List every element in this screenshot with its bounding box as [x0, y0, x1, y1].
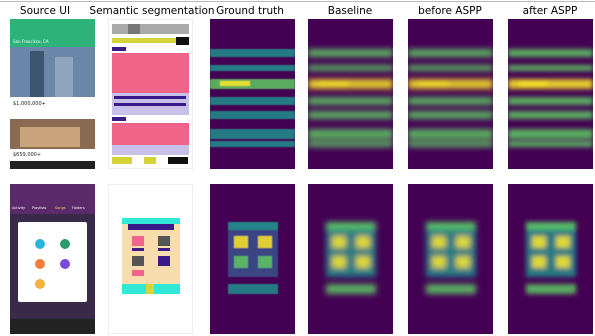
- segmentation: [108, 19, 193, 169]
- heatmap: [508, 19, 593, 169]
- column-header: Ground truth: [216, 5, 284, 17]
- price: $659,000+: [13, 152, 41, 158]
- source-ui: San Francisco, CA $1,000,000+ $659,000+: [10, 19, 95, 169]
- tab: Playlists: [32, 206, 46, 210]
- column-header: Semantic segmentation: [89, 5, 214, 17]
- segmentation: [108, 184, 193, 334]
- column-header: before ASPP: [418, 5, 482, 17]
- heatmap: [408, 184, 493, 334]
- heatmap: [308, 184, 393, 334]
- tab: Folders: [72, 206, 85, 210]
- rule: [0, 1, 595, 2]
- heatmap: [508, 184, 593, 334]
- heatmap: [210, 19, 295, 169]
- price: $1,000,000+: [13, 101, 46, 107]
- heatmap: [408, 19, 493, 169]
- tab: Activity: [12, 206, 25, 210]
- figure: Source UI Semantic segmentation Ground t…: [0, 0, 595, 336]
- column-header: Baseline: [328, 5, 373, 17]
- column-header: after ASPP: [523, 5, 578, 17]
- column-header: Source UI: [20, 5, 70, 17]
- location: San Francisco, CA: [13, 39, 49, 44]
- heatmap: [210, 184, 295, 334]
- heatmap: [308, 19, 393, 169]
- tab: Songs: [55, 206, 66, 210]
- source-ui: Activity Playlists Songs Folders: [10, 184, 95, 334]
